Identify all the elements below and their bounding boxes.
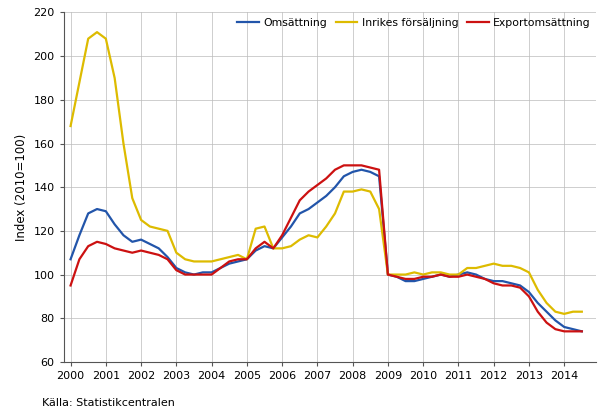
Inrikes försäljning xyxy=(340,189,347,194)
Inrikes försäljning xyxy=(93,30,100,35)
Omsättning xyxy=(67,257,74,262)
Inrikes försäljning xyxy=(208,259,215,264)
Omsättning xyxy=(85,211,92,216)
Exportomsättning xyxy=(332,167,339,172)
Exportomsättning xyxy=(120,248,127,253)
Inrikes försäljning xyxy=(561,311,568,316)
Exportomsättning xyxy=(340,163,347,168)
Y-axis label: Index (2010=100): Index (2010=100) xyxy=(15,134,28,241)
Exportomsättning xyxy=(446,274,453,279)
Omsättning xyxy=(332,185,339,190)
Exportomsättning xyxy=(199,272,206,277)
Exportomsättning xyxy=(578,329,586,334)
Text: Källa: Statistikcentralen: Källa: Statistikcentralen xyxy=(42,398,175,408)
Exportomsättning xyxy=(146,250,154,255)
Line: Exportomsättning: Exportomsättning xyxy=(71,165,582,331)
Omsättning xyxy=(146,241,154,246)
Omsättning xyxy=(358,167,365,172)
Omsättning xyxy=(446,274,453,279)
Exportomsättning xyxy=(561,329,568,334)
Inrikes försäljning xyxy=(155,226,162,231)
Exportomsättning xyxy=(67,283,74,288)
Inrikes försäljning xyxy=(67,124,74,129)
Omsättning xyxy=(199,270,206,275)
Line: Omsättning: Omsättning xyxy=(71,170,582,331)
Legend: Omsättning, Inrikes försäljning, Exportomsättning: Omsättning, Inrikes försäljning, Exporto… xyxy=(233,14,595,32)
Exportomsättning xyxy=(85,244,92,249)
Inrikes försäljning xyxy=(446,272,453,277)
Inrikes försäljning xyxy=(129,196,136,201)
Omsättning xyxy=(120,233,127,238)
Line: Inrikes försäljning: Inrikes försäljning xyxy=(71,32,582,314)
Inrikes försäljning xyxy=(85,36,92,41)
Omsättning xyxy=(578,329,586,334)
Inrikes försäljning xyxy=(578,309,586,314)
